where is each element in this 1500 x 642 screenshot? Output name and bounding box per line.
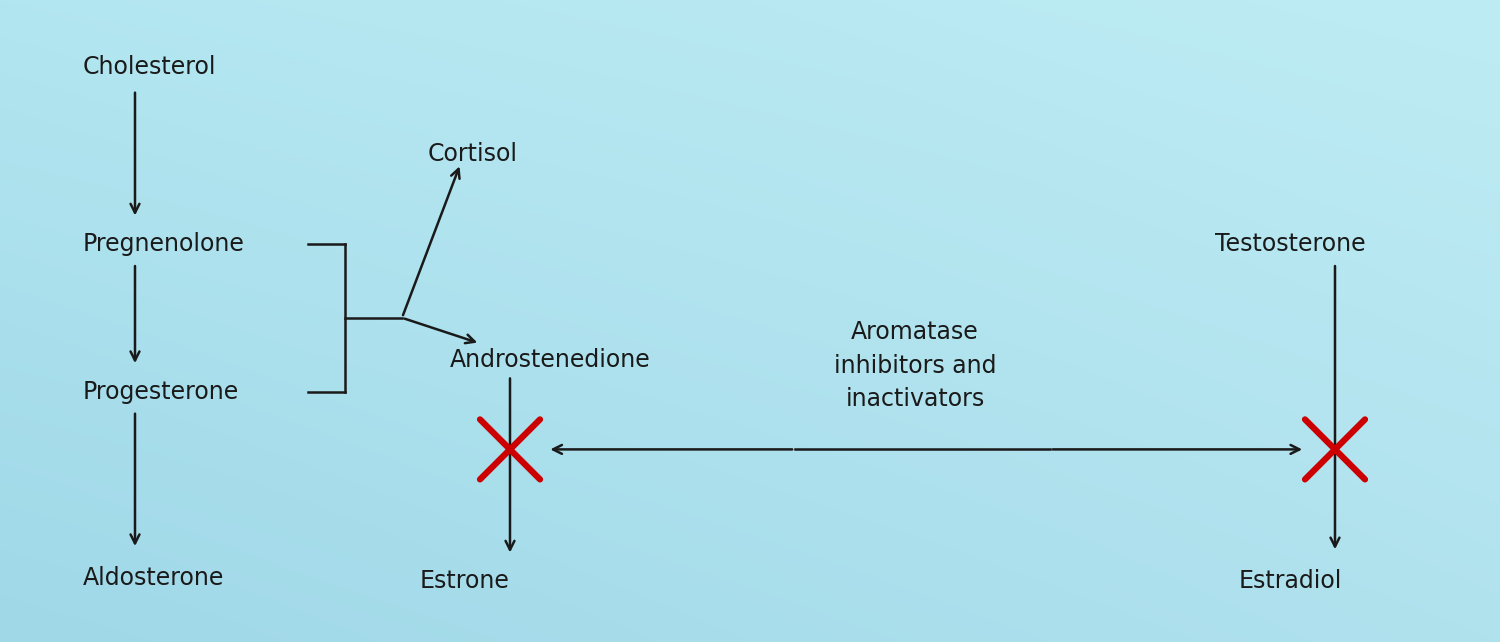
Text: Cholesterol: Cholesterol (82, 55, 216, 80)
Text: Estrone: Estrone (420, 569, 510, 593)
Text: Aldosterone: Aldosterone (82, 566, 224, 590)
Text: Progesterone: Progesterone (82, 379, 238, 404)
Text: Testosterone: Testosterone (1215, 232, 1365, 256)
Text: Pregnenolone: Pregnenolone (82, 232, 245, 256)
Text: Cortisol: Cortisol (427, 142, 518, 166)
Text: Aromatase
inhibitors and
inactivators: Aromatase inhibitors and inactivators (834, 320, 996, 412)
Text: Estradiol: Estradiol (1239, 569, 1341, 593)
Text: Androstenedione: Androstenedione (450, 347, 651, 372)
